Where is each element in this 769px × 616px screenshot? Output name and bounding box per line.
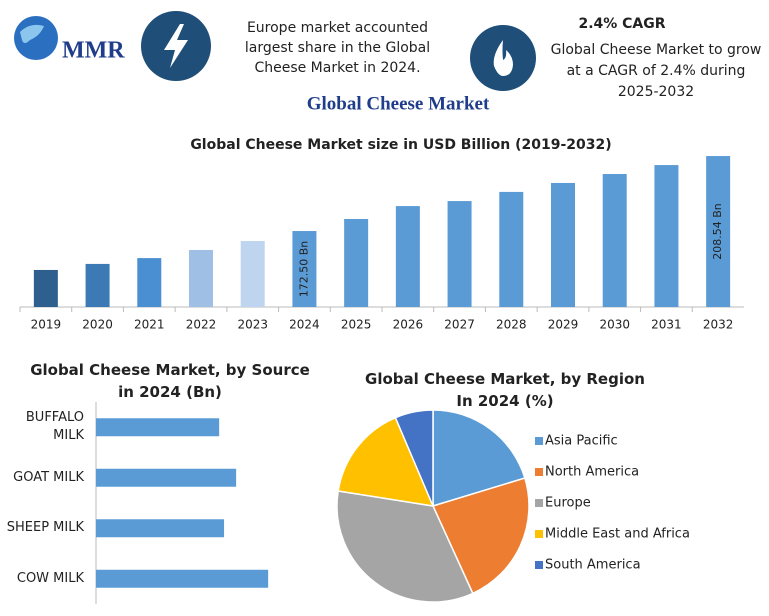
- x-tick-label: 2020: [82, 318, 113, 332]
- y-tick-label: BUFFALO MILK: [25, 410, 84, 444]
- value-label: 208.54 Bn: [711, 203, 724, 260]
- y-tick-label: SHEEP MILK: [6, 520, 84, 536]
- legend-swatch: [535, 499, 543, 507]
- legend-label: Middle East and Africa: [545, 527, 690, 542]
- x-tick-label: 2022: [186, 318, 217, 332]
- x-tick-label: 2021: [134, 318, 165, 332]
- bar: [96, 418, 220, 437]
- pie-slice: [336, 490, 474, 603]
- logo-land: [20, 24, 44, 43]
- legend-label: South America: [545, 558, 641, 573]
- note: Europe market accounted largest share in…: [244, 20, 431, 76]
- pie-slice: [337, 416, 435, 507]
- x-tick-label: 2026: [393, 318, 424, 332]
- bar: [240, 241, 265, 307]
- x-tick-label: 2028: [496, 318, 527, 332]
- bar: [706, 156, 731, 307]
- bar: [96, 569, 269, 588]
- pie-slice: [394, 409, 434, 507]
- x-tick-label: 2032: [703, 318, 734, 332]
- x-tick-label: 2027: [444, 318, 475, 332]
- x-tick-label: 2030: [599, 318, 630, 332]
- bar: [551, 182, 575, 307]
- bar: [602, 174, 627, 307]
- chart-title: Global Cheese Market, by Source in 2024 …: [30, 361, 310, 401]
- logo-globe: [14, 16, 58, 60]
- flame-shape: [493, 40, 513, 76]
- x-tick-label: 2024: [289, 318, 320, 332]
- bar: [96, 519, 225, 538]
- legend-label: North America: [545, 465, 639, 480]
- bar: [395, 206, 420, 307]
- value-label: 172.50 Bn: [297, 241, 310, 298]
- bar: [499, 191, 524, 307]
- icon-flame: [470, 25, 536, 91]
- bar: [137, 258, 162, 307]
- x-tick-label: 2029: [548, 318, 579, 332]
- legend-swatch: [535, 561, 543, 569]
- pie-slice: [432, 409, 526, 508]
- x-tick-label: 2025: [341, 318, 372, 332]
- x-tick-label: 2023: [237, 318, 268, 332]
- bar: [189, 249, 213, 307]
- legend-swatch: [535, 468, 543, 476]
- legend-swatch: [535, 530, 543, 538]
- legend-label: Asia Pacific: [545, 434, 618, 449]
- bar: [654, 165, 679, 307]
- cagr-text: Global Cheese Market to grow at a CAGR o…: [550, 42, 762, 100]
- legend-swatch: [535, 437, 543, 445]
- logo-text: MMR: [62, 38, 125, 64]
- x-tick-label: 2019: [31, 318, 62, 332]
- pie-slice: [431, 477, 530, 595]
- bar: [85, 263, 110, 307]
- legend-label: Europe: [545, 496, 591, 511]
- bar: [33, 269, 58, 307]
- chart-title: Global Cheese Market, by Region In 2024 …: [365, 370, 645, 410]
- bar: [96, 468, 237, 487]
- x-tick-label: 2031: [651, 318, 682, 332]
- bolt-shape: [164, 24, 188, 68]
- y-tick-label: COW MILK: [16, 570, 84, 586]
- bar: [292, 231, 317, 307]
- cagr-title: 2.4% CAGR: [578, 16, 665, 32]
- page-title: Global Cheese Market: [307, 93, 490, 114]
- bar: [344, 218, 369, 307]
- chart-title: Global Cheese Market size in USD Billion…: [190, 137, 611, 153]
- y-tick-label: GOAT MILK: [13, 469, 84, 485]
- bar: [447, 201, 472, 307]
